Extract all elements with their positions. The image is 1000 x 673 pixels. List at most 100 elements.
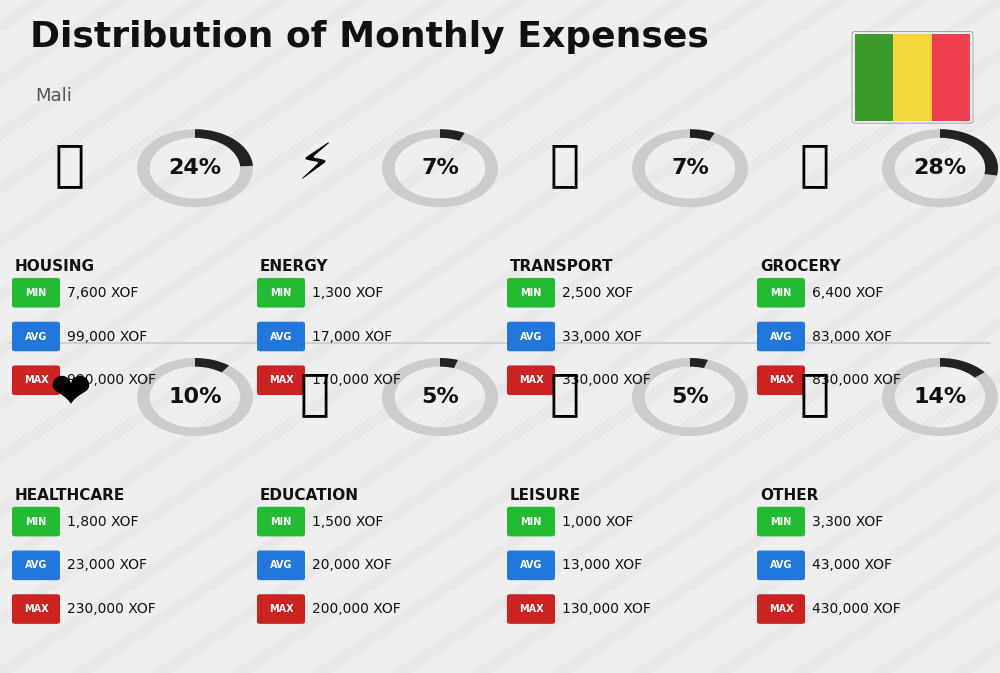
Text: 23,000 XOF: 23,000 XOF [67, 559, 147, 572]
FancyBboxPatch shape [507, 278, 555, 308]
Wedge shape [940, 129, 998, 176]
FancyBboxPatch shape [12, 278, 60, 308]
Text: 33,000 XOF: 33,000 XOF [562, 330, 642, 343]
Text: 5%: 5% [671, 387, 709, 407]
Text: 🚌: 🚌 [550, 141, 580, 189]
FancyBboxPatch shape [12, 507, 60, 536]
Text: 3,300 XOF: 3,300 XOF [812, 515, 883, 528]
Text: 17,000 XOF: 17,000 XOF [312, 330, 392, 343]
Wedge shape [882, 358, 998, 436]
Text: 5%: 5% [421, 387, 459, 407]
Text: 990,000 XOF: 990,000 XOF [67, 374, 156, 387]
Text: 230,000 XOF: 230,000 XOF [67, 602, 156, 616]
Text: 130,000 XOF: 130,000 XOF [562, 602, 651, 616]
Text: HEALTHCARE: HEALTHCARE [15, 488, 125, 503]
Wedge shape [382, 129, 498, 207]
Text: LEISURE: LEISURE [510, 488, 581, 503]
FancyBboxPatch shape [932, 34, 970, 121]
Wedge shape [137, 129, 253, 207]
FancyBboxPatch shape [507, 322, 555, 351]
Text: ❤: ❤ [49, 369, 91, 418]
Text: Distribution of Monthly Expenses: Distribution of Monthly Expenses [30, 20, 709, 55]
FancyBboxPatch shape [12, 551, 60, 580]
Text: MAX: MAX [24, 376, 48, 385]
Text: MAX: MAX [519, 604, 543, 614]
FancyBboxPatch shape [757, 507, 805, 536]
Text: 7%: 7% [671, 158, 709, 178]
FancyBboxPatch shape [893, 34, 932, 121]
Wedge shape [940, 358, 985, 378]
Text: TRANSPORT: TRANSPORT [510, 259, 614, 274]
Text: MAX: MAX [769, 376, 793, 385]
Wedge shape [690, 358, 708, 368]
Text: 24%: 24% [168, 158, 222, 178]
Text: 7,600 XOF: 7,600 XOF [67, 286, 138, 299]
FancyBboxPatch shape [257, 551, 305, 580]
Text: MIN: MIN [770, 517, 792, 526]
Text: 170,000 XOF: 170,000 XOF [312, 374, 401, 387]
FancyBboxPatch shape [257, 507, 305, 536]
FancyBboxPatch shape [507, 594, 555, 624]
Text: MIN: MIN [770, 288, 792, 297]
Text: 7%: 7% [421, 158, 459, 178]
Wedge shape [690, 129, 715, 141]
Text: ENERGY: ENERGY [260, 259, 328, 274]
Text: AVG: AVG [520, 332, 542, 341]
FancyBboxPatch shape [12, 365, 60, 395]
Text: 28%: 28% [913, 158, 967, 178]
FancyBboxPatch shape [257, 365, 305, 395]
FancyBboxPatch shape [855, 34, 893, 121]
Text: MIN: MIN [25, 517, 47, 526]
Text: EDUCATION: EDUCATION [260, 488, 359, 503]
Text: MIN: MIN [25, 288, 47, 297]
FancyBboxPatch shape [507, 551, 555, 580]
FancyBboxPatch shape [757, 594, 805, 624]
Text: 43,000 XOF: 43,000 XOF [812, 559, 892, 572]
FancyBboxPatch shape [757, 365, 805, 395]
Text: 🛍: 🛍 [550, 369, 580, 418]
Text: Mali: Mali [35, 87, 72, 106]
Text: AVG: AVG [25, 332, 47, 341]
Wedge shape [632, 129, 748, 207]
Text: MIN: MIN [270, 288, 292, 297]
FancyBboxPatch shape [757, 551, 805, 580]
Text: 1,000 XOF: 1,000 XOF [562, 515, 633, 528]
Wedge shape [440, 358, 458, 368]
Wedge shape [137, 358, 253, 436]
Text: AVG: AVG [270, 332, 292, 341]
Text: 🎓: 🎓 [300, 369, 330, 418]
Wedge shape [382, 358, 498, 436]
Text: 2,500 XOF: 2,500 XOF [562, 286, 633, 299]
Text: 430,000 XOF: 430,000 XOF [812, 602, 901, 616]
Text: 330,000 XOF: 330,000 XOF [562, 374, 651, 387]
FancyBboxPatch shape [757, 322, 805, 351]
Text: AVG: AVG [770, 332, 792, 341]
Wedge shape [882, 129, 998, 207]
Text: AVG: AVG [270, 561, 292, 570]
Text: 20,000 XOF: 20,000 XOF [312, 559, 392, 572]
FancyBboxPatch shape [257, 594, 305, 624]
Text: MAX: MAX [269, 604, 293, 614]
Text: 1,300 XOF: 1,300 XOF [312, 286, 383, 299]
Wedge shape [632, 358, 748, 436]
Text: 14%: 14% [913, 387, 967, 407]
Text: 1,500 XOF: 1,500 XOF [312, 515, 383, 528]
Text: MIN: MIN [520, 517, 542, 526]
FancyBboxPatch shape [757, 278, 805, 308]
FancyBboxPatch shape [257, 322, 305, 351]
Text: 6,400 XOF: 6,400 XOF [812, 286, 883, 299]
FancyBboxPatch shape [507, 507, 555, 536]
Text: AVG: AVG [520, 561, 542, 570]
FancyBboxPatch shape [12, 322, 60, 351]
Wedge shape [440, 129, 465, 141]
Text: 200,000 XOF: 200,000 XOF [312, 602, 401, 616]
Text: 830,000 XOF: 830,000 XOF [812, 374, 901, 387]
Text: ⚡: ⚡ [297, 141, 333, 189]
Text: 💰: 💰 [800, 369, 830, 418]
Text: OTHER: OTHER [760, 488, 818, 503]
Text: 10%: 10% [168, 387, 222, 407]
Text: 1,800 XOF: 1,800 XOF [67, 515, 138, 528]
Wedge shape [195, 358, 229, 372]
Text: 🏢: 🏢 [55, 141, 85, 189]
Text: GROCERY: GROCERY [760, 259, 841, 274]
